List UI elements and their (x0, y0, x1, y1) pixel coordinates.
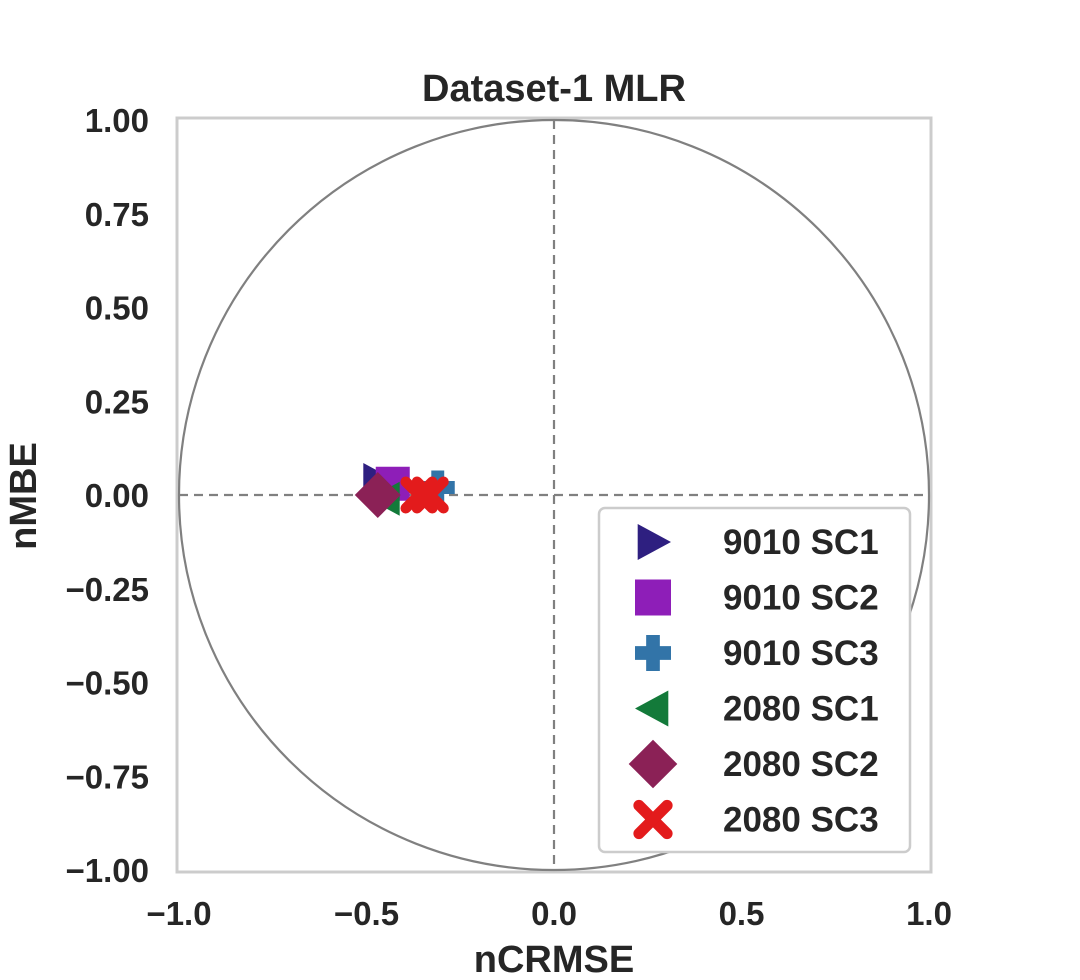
y-tick-label-7: −0.50 (66, 665, 150, 702)
legend-label-1: 9010 SC1 (723, 523, 879, 562)
legend: 9010 SC1 9010 SC2 9010 SC3 2080 SC1 2080 SC2… (597, 506, 912, 854)
y-tick-label-6: −0.25 (66, 571, 150, 608)
y-tick-labels: 1.00 0.75 0.50 0.25 0.00 −0.25 −0.50 −0.75 −1.00 (66, 102, 150, 889)
legend-marker-5 (628, 739, 678, 789)
x-tick-label-3: 0.0 (531, 895, 577, 932)
data-points (354, 463, 455, 518)
legend-box (597, 506, 912, 854)
y-tick-label-9: −1.00 (66, 852, 150, 889)
legend-marker-6-stroke-2 (633, 799, 673, 840)
legend-label-5: 2080 SC2 (723, 745, 879, 784)
plot-frame (175, 116, 933, 874)
chart-title: Dataset-1 MLR (422, 68, 686, 110)
plot-area (175, 116, 933, 874)
legend-label-4: 2080 SC1 (723, 690, 879, 729)
x-tick-label-4: 0.5 (719, 895, 765, 932)
x-tick-label-5: 1.0 (906, 895, 952, 932)
x-tick-label-1: −1.0 (146, 895, 211, 932)
legend-label-6: 2080 SC3 (723, 801, 879, 840)
point-series-5-1 (354, 472, 401, 518)
legend-label-2: 9010 SC2 (723, 579, 879, 618)
y-tick-label-8: −0.75 (66, 758, 150, 795)
x-tick-label-2: −0.5 (334, 895, 399, 932)
legend-marker-6 (633, 799, 673, 840)
x-axis-label: nCRMSE (474, 939, 634, 980)
y-axis-label: nMBE (3, 442, 45, 550)
legend-label-3: 9010 SC3 (723, 634, 879, 673)
point-series-6-2 (411, 476, 449, 514)
legend-marker-2 (635, 579, 671, 616)
y-tick-label-4: 0.25 (85, 383, 149, 420)
y-tick-label-3: 0.50 (85, 290, 149, 327)
y-tick-label-5: 0.00 (85, 477, 149, 514)
legend-marker-3 (635, 635, 671, 671)
legend-marker-1 (637, 524, 671, 560)
point-series-6-2-stroke-2 (411, 476, 449, 514)
x-tick-labels: −1.0 −0.5 0.0 0.5 1.0 (146, 895, 952, 932)
y-tick-label-1: 1.00 (85, 102, 149, 139)
y-tick-label-2: 0.75 (85, 196, 149, 233)
legend-marker-4 (635, 690, 669, 727)
